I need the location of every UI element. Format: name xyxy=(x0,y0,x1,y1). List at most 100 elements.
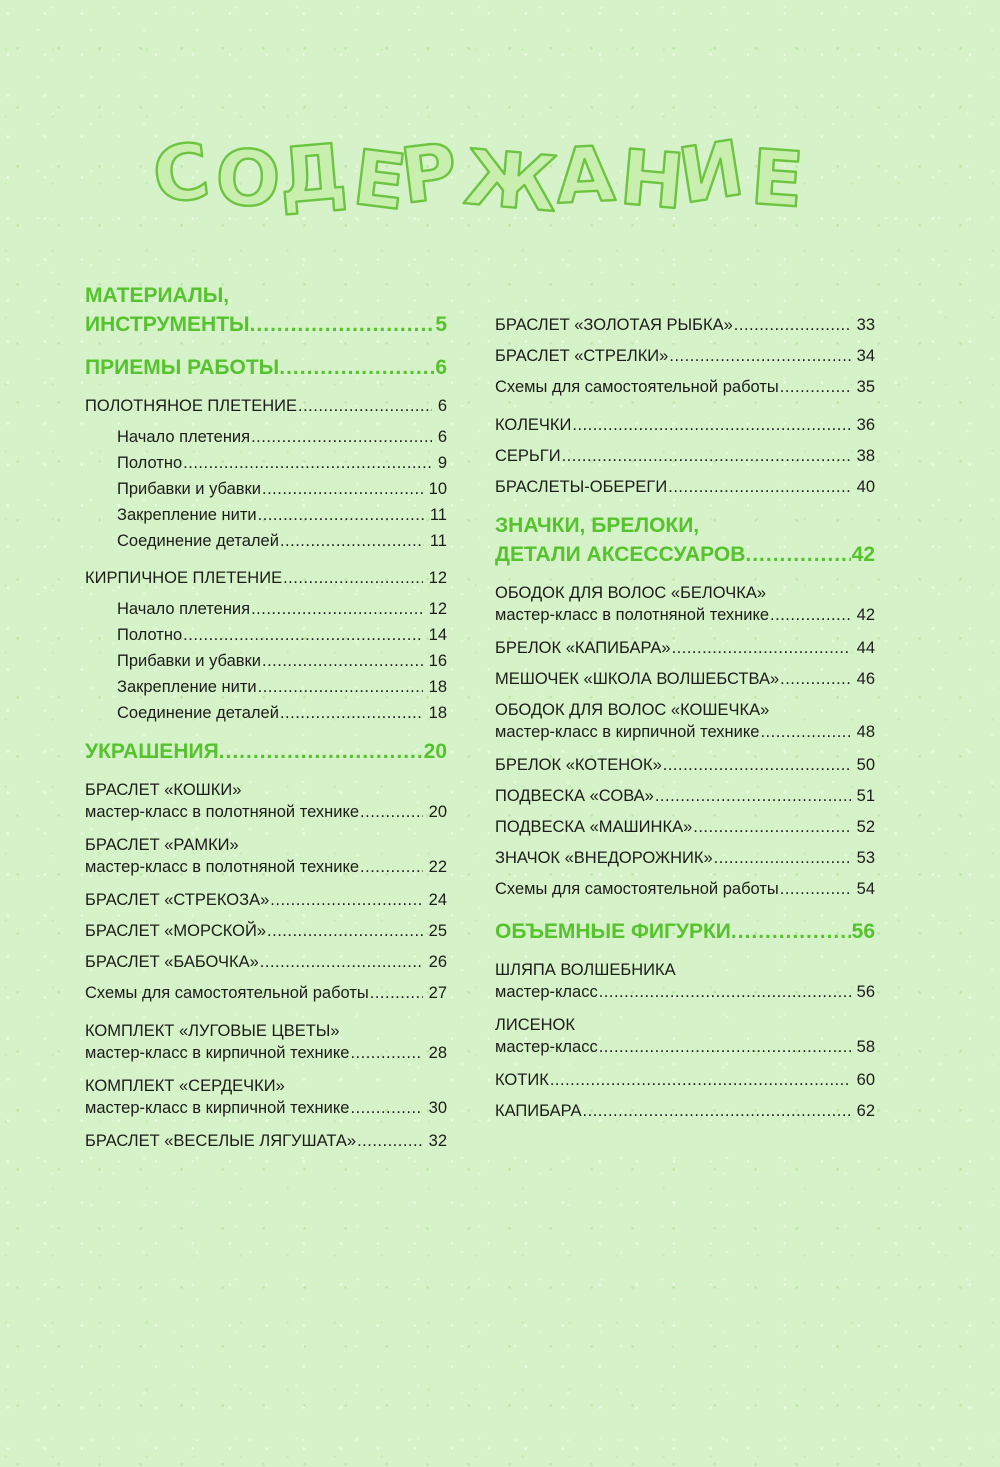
toc-entry-page: 26 xyxy=(428,953,447,971)
toc-entry-label: Схемы для самостоятельной работы xyxy=(85,984,369,1002)
toc-entry-page: 9 xyxy=(437,454,447,472)
toc-row: Закрепление нити 18 xyxy=(85,677,447,697)
toc-row: ПОДВЕСКА «СОВА» 51 xyxy=(495,786,875,806)
dot-leader xyxy=(350,1043,422,1063)
toc-entry-page: 20 xyxy=(423,740,447,763)
toc-entry-label: Начало плетения xyxy=(117,428,251,446)
toc-row: мастер-класс в кирпичной технике 28 xyxy=(85,1043,447,1063)
toc-entry-label: мастер-класс в полотняной технике xyxy=(85,858,360,876)
toc-entry-page: 52 xyxy=(856,818,875,836)
toc-row: БРЕЛОК «КОТЕНОК» 50 xyxy=(495,755,875,775)
toc-row: Начало плетения 6 xyxy=(85,427,447,447)
toc-row: ПРИЕМЫ РАБОТЫ 6 xyxy=(85,353,447,382)
toc-row: Закрепление нити 11 xyxy=(85,505,447,525)
toc-item-section: ЗНАЧКИ, БРЕЛОКИ, ДЕТАЛИ АКСЕССУАРОВ 42 xyxy=(495,511,875,569)
toc-entry-page: 12 xyxy=(428,569,447,587)
dot-leader xyxy=(357,1131,423,1151)
toc-item-entry: МЕШОЧЕК «ШКОЛА ВОЛШЕБСТВА» 46 xyxy=(495,669,875,689)
toc-entry-label: БРАСЛЕТ «ЗОЛОТАЯ РЫБКА» xyxy=(495,316,733,334)
dot-leader xyxy=(267,921,423,941)
toc-item-entry: КИРПИЧНОЕ ПЛЕТЕНИЕ 12 xyxy=(85,568,447,588)
toc-item-sub: Начало плетения 6 xyxy=(85,427,447,447)
dot-leader xyxy=(360,802,423,822)
dot-leader xyxy=(370,983,423,1003)
toc-item-entry: КАПИБАРА 62 xyxy=(495,1101,875,1121)
dot-leader xyxy=(258,677,423,697)
toc-row: мастер-класс 56 xyxy=(495,982,875,1002)
dot-leader xyxy=(250,310,435,339)
toc-row: БРАСЛЕТ «СТРЕЛКИ» 34 xyxy=(495,346,875,366)
toc-row: ОБОДОК ДЛЯ ВОЛОС «БЕЛОЧКА» xyxy=(495,583,875,603)
toc-item-entry: БРАСЛЕТ «БАБОЧКА» 26 xyxy=(85,952,447,972)
toc-entry-page: 16 xyxy=(428,652,447,670)
toc-item-entry: БРЕЛОК «КАПИБАРА» 44 xyxy=(495,638,875,658)
toc-row: мастер-класс в полотняной технике 42 xyxy=(495,605,875,625)
dot-leader xyxy=(770,605,851,625)
dot-leader xyxy=(734,315,851,335)
toc-entry-page: 48 xyxy=(856,723,875,741)
toc-item-sub: Закрепление нити 11 xyxy=(85,505,447,525)
toc-entry-page: 11 xyxy=(429,506,447,524)
dot-leader xyxy=(668,477,850,497)
toc-row: ЗНАЧКИ, БРЕЛОКИ, xyxy=(495,511,875,540)
toc-item-plain: Схемы для самостоятельной работы 54 xyxy=(495,879,875,899)
toc-entry-label: КОЛЕЧКИ xyxy=(495,416,572,434)
toc-entry-page: 18 xyxy=(428,678,447,696)
toc-entry-label: ЗНАЧОК «ВНЕДОРОЖНИК» xyxy=(495,849,713,867)
dot-leader xyxy=(183,453,432,473)
toc-item-entry: ПОЛОТНЯНОЕ ПЛЕТЕНИЕ 6 xyxy=(85,396,447,416)
toc-columns: МАТЕРИАЛЫ,ИНСТРУМЕНТЫ5ПРИЕМЫ РАБОТЫ6ПОЛО… xyxy=(85,281,875,1162)
toc-row: БРАСЛЕТ «КОШКИ» xyxy=(85,780,447,800)
dot-leader xyxy=(572,415,850,435)
page-title-wrap: СОДЕРЖАНИЕ xyxy=(0,118,1000,233)
dot-leader xyxy=(599,1037,851,1057)
toc-entry-label: ЛИСЕНОК xyxy=(495,1016,575,1034)
toc-entry-label: БРАСЛЕТ «СТРЕКОЗА» xyxy=(85,891,270,909)
toc-entry-label: КОТИК xyxy=(495,1071,549,1089)
toc-entry-page: 54 xyxy=(856,880,875,898)
toc-entry-label: Соединение деталей xyxy=(117,532,279,550)
toc-row: ПОЛОТНЯНОЕ ПЛЕТЕНИЕ 6 xyxy=(85,396,447,416)
toc-entry-label: УКРАШЕНИЯ xyxy=(85,740,219,763)
toc-entry-page: 33 xyxy=(856,316,875,334)
dot-leader xyxy=(780,669,851,689)
dot-leader xyxy=(760,722,850,742)
toc-entry-page: 40 xyxy=(856,478,875,496)
toc-row: БРЕЛОК «КАПИБАРА» 44 xyxy=(495,638,875,658)
toc-row: ЛИСЕНОК xyxy=(495,1015,875,1035)
toc-entry-page: 30 xyxy=(428,1099,447,1117)
toc-item-sub: Полотно 14 xyxy=(85,625,447,645)
toc-entry-page: 14 xyxy=(428,626,447,644)
toc-entry-page: 5 xyxy=(435,313,447,336)
toc-row: Схемы для самостоятельной работы 35 xyxy=(495,377,875,397)
toc-entry-page: 58 xyxy=(856,1038,875,1056)
dot-leader xyxy=(262,479,423,499)
toc-item-entry: КОЛЕЧКИ 36 xyxy=(495,415,875,435)
dot-leader xyxy=(262,651,423,671)
toc-entry-label: мастер-класс в кирпичной технике xyxy=(85,1044,350,1062)
toc-row: Соединение деталей 11 xyxy=(85,531,447,551)
toc-item-entry: КОТИК 60 xyxy=(495,1070,875,1090)
dot-leader xyxy=(219,737,423,766)
toc-entry-page: 25 xyxy=(428,922,447,940)
toc-entry-label: Полотно xyxy=(117,454,183,472)
toc-entry-label: ИНСТРУМЕНТЫ xyxy=(85,313,250,336)
dot-leader xyxy=(280,531,424,551)
toc-entry-page: 38 xyxy=(856,447,875,465)
toc-entry-page: 44 xyxy=(856,639,875,657)
toc-entry-label: ПОЛОТНЯНОЕ ПЛЕТЕНИЕ xyxy=(85,397,297,415)
dot-leader xyxy=(780,377,851,397)
toc-entry-page: 6 xyxy=(437,428,447,446)
toc-item-entry: БРАСЛЕТ «ВЕСЕЛЫЕ ЛЯГУШАТА» 32 xyxy=(85,1131,447,1151)
toc-row: БРАСЛЕТ «МОРСКОЙ» 25 xyxy=(85,921,447,941)
toc-row: БРАСЛЕТ «ВЕСЕЛЫЕ ЛЯГУШАТА» 32 xyxy=(85,1131,447,1151)
toc-entry-label: мастер-класс в кирпичной технике xyxy=(85,1099,350,1117)
toc-row: мастер-класс в кирпичной технике 30 xyxy=(85,1098,447,1118)
toc-row: Прибавки и убавки 10 xyxy=(85,479,447,499)
toc-item-section: ОБЪЕМНЫЕ ФИГУРКИ 56 xyxy=(495,917,875,946)
toc-entry-label: Закрепление нити xyxy=(117,678,257,696)
toc-row: Соединение деталей 18 xyxy=(85,703,447,723)
dot-leader xyxy=(298,396,432,416)
toc-row: ПОДВЕСКА «МАШИНКА» 52 xyxy=(495,817,875,837)
